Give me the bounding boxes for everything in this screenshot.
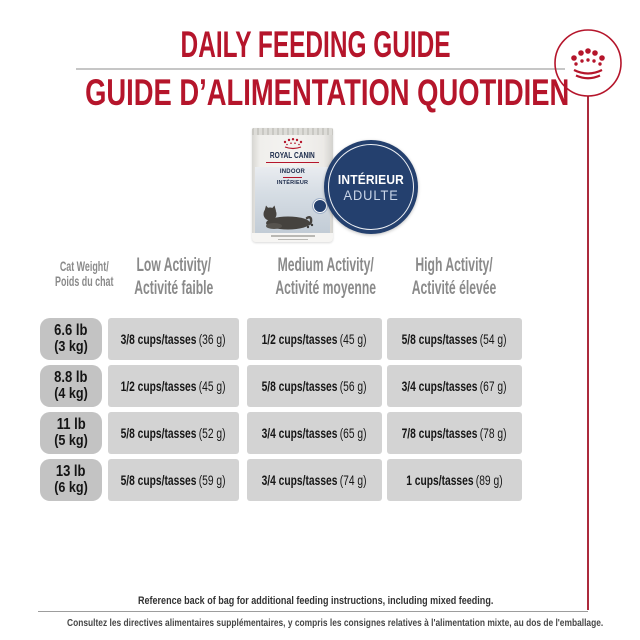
weight-cell: 8.8 lb (4 kg) <box>40 365 102 407</box>
footer-note-fr: Consultez les directives alimentaires su… <box>67 617 604 629</box>
bag-variety-fr: INTÉRIEUR <box>276 180 309 186</box>
badge-line1: INTÉRIEUR <box>337 171 405 187</box>
low-activity-cell: 1/2 cups/tasses (45 g) <box>108 365 239 407</box>
product-bag-image: ROYAL CANIN INDOOR INTÉRIEUR <box>252 128 333 242</box>
bag-red-rule <box>266 162 319 163</box>
column-header-cat-weight: Cat Weight/Poids du chat <box>55 259 114 289</box>
weight-cell: 11 lb (5 kg) <box>40 412 102 454</box>
medium-activity-cell: 3/4 cups/tasses (74 g) <box>247 459 382 501</box>
bag-brand-name: ROYAL CANIN <box>270 151 315 160</box>
bag-footer-strip <box>252 233 333 242</box>
bag-mini-badge-icon <box>313 199 327 213</box>
table-row: 6.6 lb (3 kg) 3/8 cups/tasses (36 g) 1/2 … <box>0 318 640 360</box>
bag-photo-panel: INDOOR INTÉRIEUR <box>255 167 330 233</box>
weight-cell: 13 lb (6 kg) <box>40 459 102 501</box>
column-header-high-activity: High Activity/Activité élevée <box>412 255 497 299</box>
low-activity-cell: 5/8 cups/tasses (52 g) <box>108 412 239 454</box>
weight-cell: 6.6 lb (3 kg) <box>40 318 102 360</box>
table-row: 13 lb (6 kg) 5/8 cups/tasses (59 g) 3/4 c… <box>0 459 640 501</box>
footer-divider <box>38 611 588 612</box>
bag-crimp-top <box>252 128 333 135</box>
bag-crown-icon <box>252 137 333 155</box>
high-activity-cell: 7/8 cups/tasses (78 g) <box>387 412 522 454</box>
high-activity-cell: 1 cups/tasses (89 g) <box>387 459 522 501</box>
high-activity-cell: 5/8 cups/tasses (54 g) <box>387 318 522 360</box>
medium-activity-cell: 5/8 cups/tasses (56 g) <box>247 365 382 407</box>
table-row: 11 lb (5 kg) 5/8 cups/tasses (52 g) 3/4 c… <box>0 412 640 454</box>
low-activity-cell: 3/8 cups/tasses (36 g) <box>108 318 239 360</box>
badge-line2: ADULTE <box>343 187 399 203</box>
footer-note-en: Reference back of bag for additional fee… <box>138 595 494 607</box>
high-activity-cell: 3/4 cups/tasses (67 g) <box>387 365 522 407</box>
column-header-low-activity: Low Activity/Activité faible <box>133 255 214 299</box>
page-title-en-text: DAILY FEEDING GUIDE <box>180 24 452 65</box>
royal-canin-crown-logo-icon <box>554 29 622 610</box>
cat-photo-icon <box>263 205 314 230</box>
medium-activity-cell: 1/2 cups/tasses (45 g) <box>247 318 382 360</box>
adult-indoor-badge: INTÉRIEUR ADULTE <box>324 140 418 234</box>
low-activity-cell: 5/8 cups/tasses (59 g) <box>108 459 239 501</box>
page-title-fr: GUIDE D’ALIMENTATION QUOTIDIEN <box>0 72 632 114</box>
bag-variety-en: INDOOR <box>279 169 306 175</box>
column-header-medium-activity: Medium Activity/Activité moyenne <box>275 255 377 299</box>
medium-activity-cell: 3/4 cups/tasses (65 g) <box>247 412 382 454</box>
title-divider <box>76 68 565 70</box>
page-title-en: DAILY FEEDING GUIDE <box>0 24 632 66</box>
page-title-fr-text: GUIDE D’ALIMENTATION QUOTIDIEN <box>85 72 570 113</box>
table-row: 8.8 lb (4 kg) 1/2 cups/tasses (45 g) 5/8 … <box>0 365 640 407</box>
bag-variety-divider <box>283 177 302 178</box>
